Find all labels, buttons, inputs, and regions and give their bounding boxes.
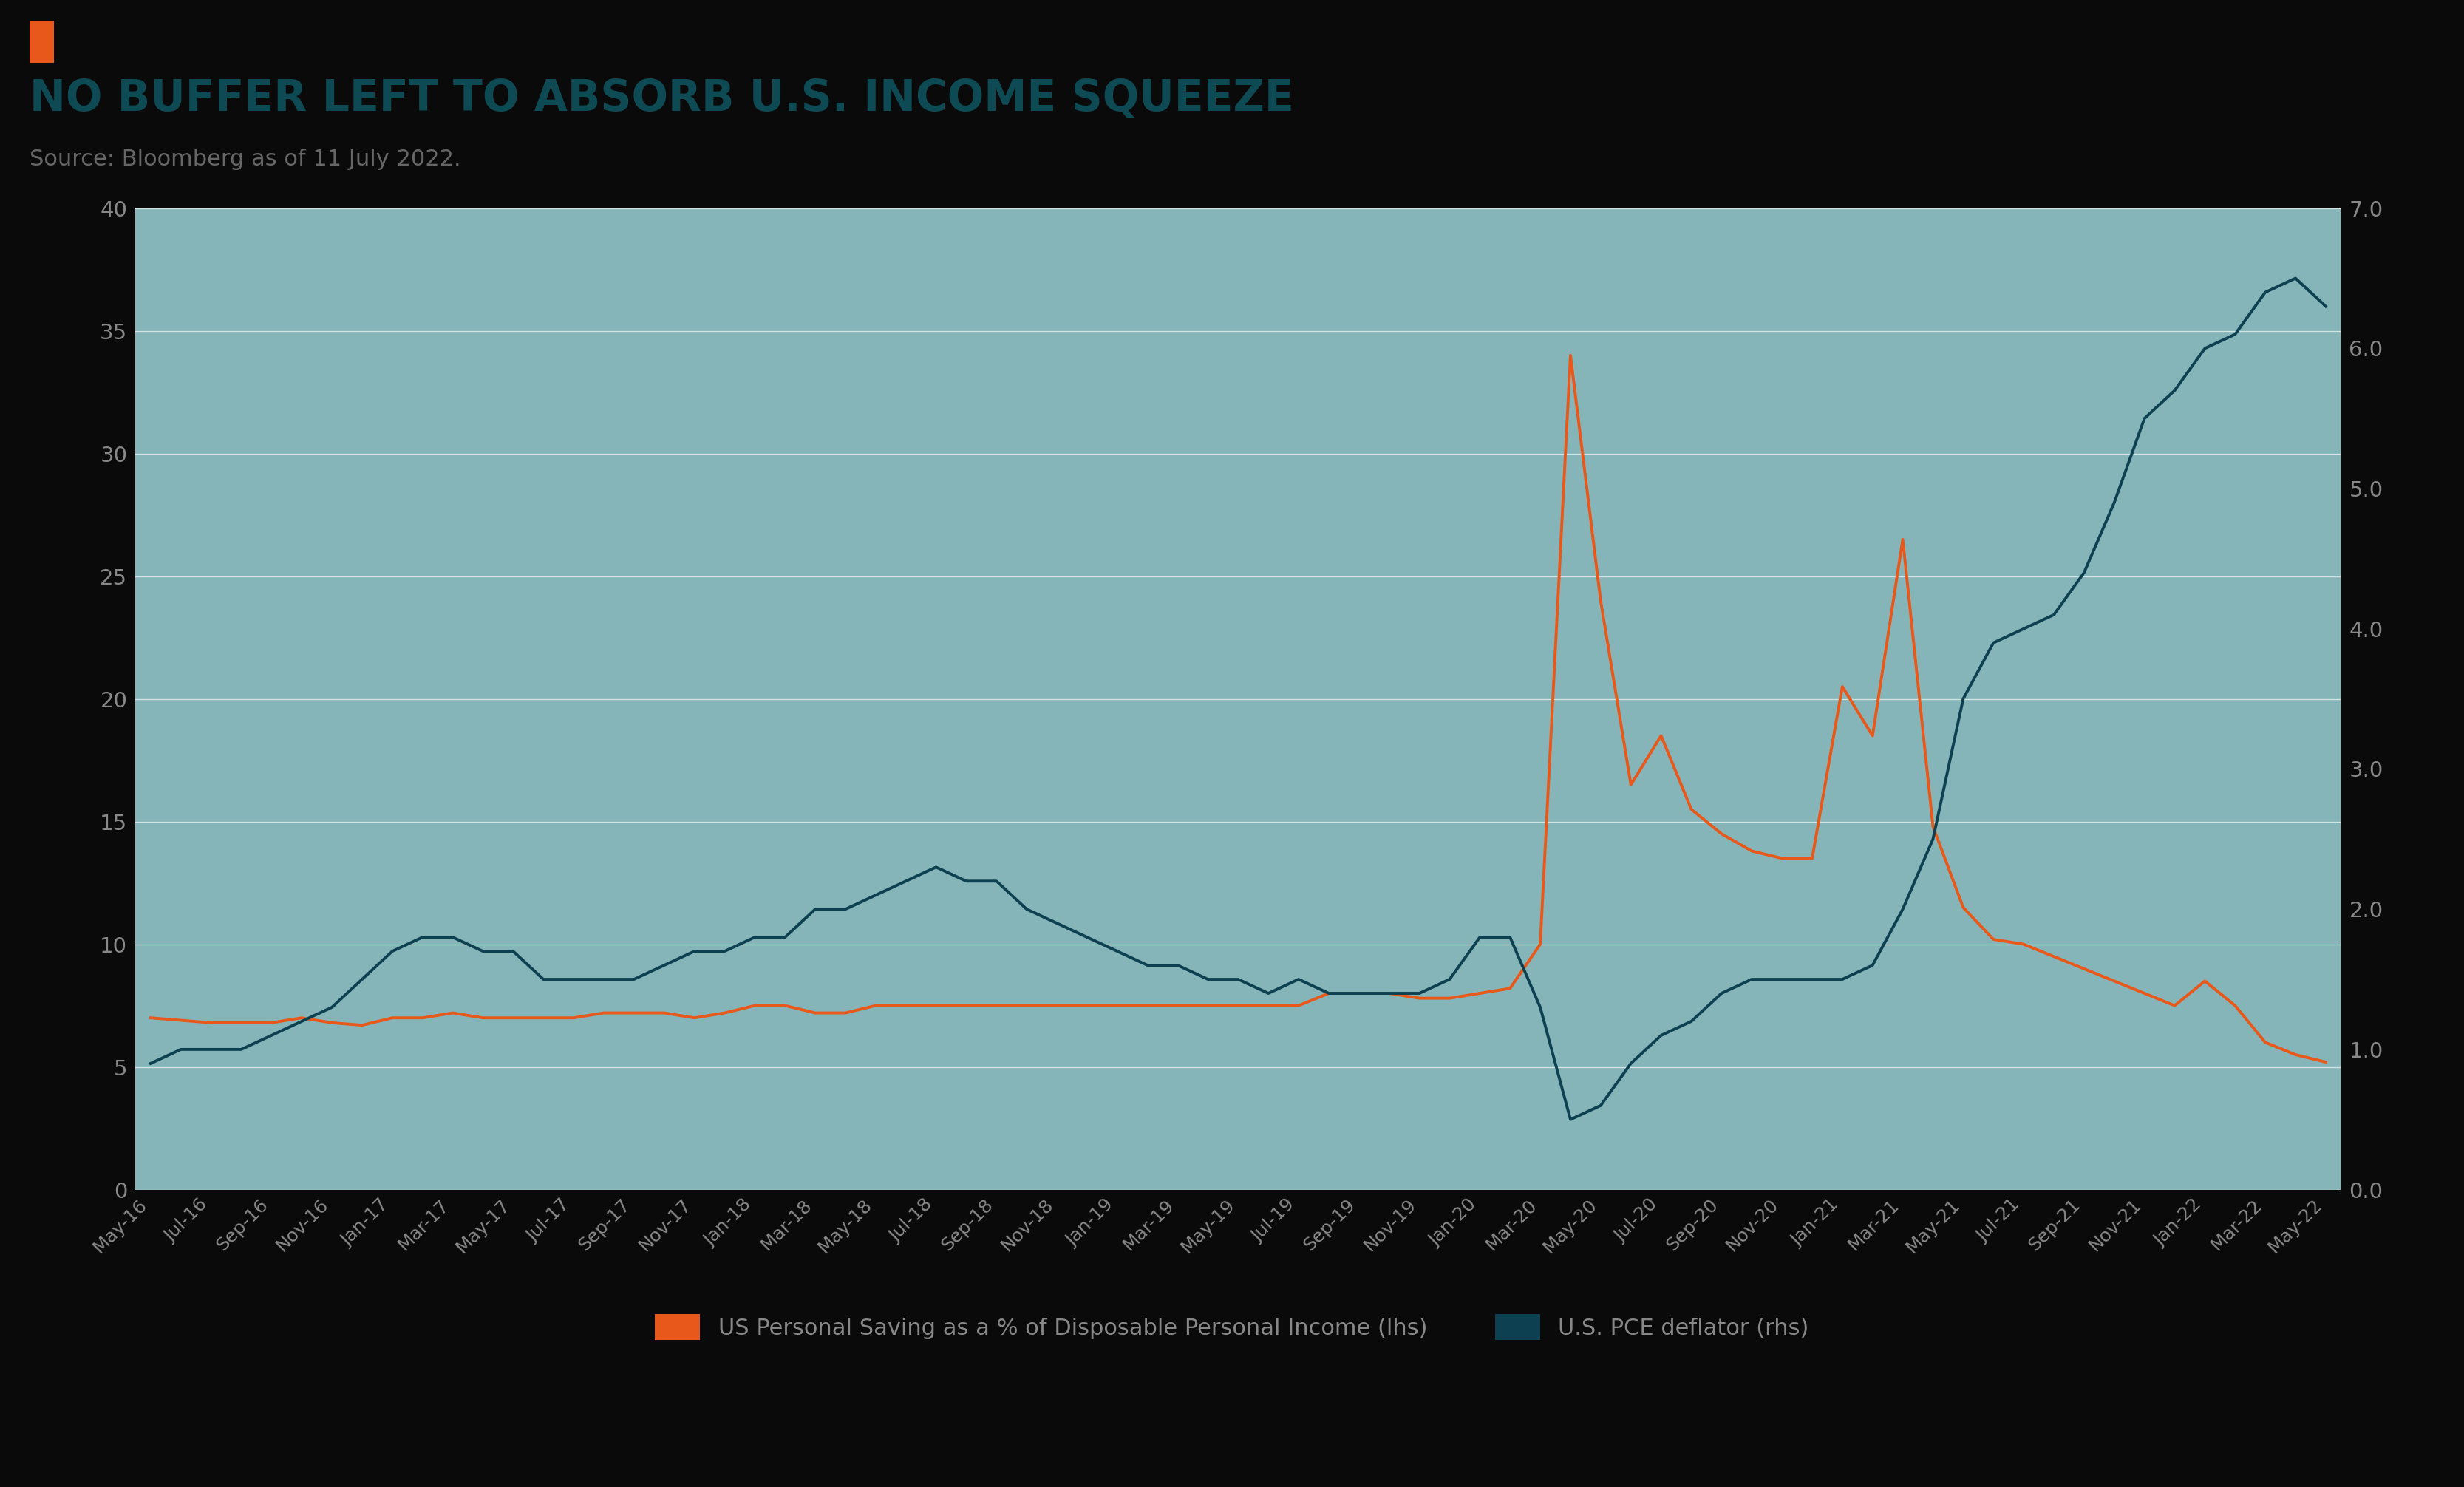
Text: NO BUFFER LEFT TO ABSORB U.S. INCOME SQUEEZE: NO BUFFER LEFT TO ABSORB U.S. INCOME SQU… [30,77,1294,119]
Legend: US Personal Saving as a % of Disposable Personal Income (lhs), U.S. PCE deflator: US Personal Saving as a % of Disposable … [646,1306,1818,1349]
Text: Source: Bloomberg as of 11 July 2022.: Source: Bloomberg as of 11 July 2022. [30,149,461,170]
